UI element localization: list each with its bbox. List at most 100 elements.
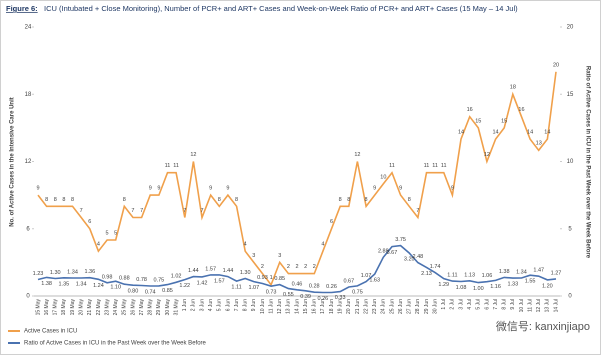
data-label: 8 [71, 197, 74, 203]
data-label: 0.98 [102, 274, 113, 280]
data-label: 1.10 [110, 285, 121, 291]
y-axis-title: No. of Active Cases in the Intensive Car… [10, 97, 16, 226]
x-tick-label: 2 Jul [450, 299, 456, 310]
data-label: 8 [347, 197, 350, 203]
data-label: 3.75 [395, 237, 406, 243]
x-tick-label: 24 May [113, 299, 119, 316]
data-label: 9 [451, 186, 454, 192]
data-label: 15 [475, 118, 481, 124]
data-label: 0.85 [274, 276, 285, 282]
series-line [37, 244, 557, 294]
data-label: 2 [287, 264, 290, 270]
data-label: 3.20 [404, 256, 415, 262]
data-label: 6 [88, 219, 91, 225]
watermark: 微信号: kanxinjiapo [496, 319, 590, 333]
data-label: 9 [149, 186, 152, 192]
y2-tick-label: 5 [568, 226, 572, 232]
x-tick-label: 1 Jun [182, 299, 188, 311]
x-tick-label: 29 May [156, 299, 162, 316]
x-tick-label: 16 Jun [312, 299, 318, 314]
data-label: 1.63 [369, 278, 380, 284]
data-label: 2.48 [413, 254, 424, 260]
data-label: 0.26 [326, 284, 337, 290]
y2-tick-label: 20 [567, 25, 574, 31]
data-label: 0.75 [154, 277, 165, 283]
y-tick-label: 12 [25, 159, 32, 165]
x-tick-label: 27 Jun [407, 299, 413, 314]
data-label: 0.93 [257, 275, 268, 281]
x-tick-label: 13 Jul [545, 299, 551, 312]
y-tick-label: 0 [26, 294, 30, 300]
data-label: 2.88 [378, 249, 389, 255]
data-label: 1.27 [551, 270, 562, 276]
x-tick-label: 15 May [35, 299, 41, 316]
data-label: 4 [97, 242, 100, 248]
x-tick-label: 21 Jun [355, 299, 361, 314]
data-label: 20 [553, 62, 559, 68]
data-label: 1.74 [430, 264, 441, 270]
data-label: 1.44 [188, 268, 199, 274]
data-label: 4 [244, 242, 247, 248]
data-label: 13 [536, 141, 542, 147]
data-label: 8 [54, 197, 57, 203]
data-label: 7 [201, 208, 204, 214]
x-tick-label: 2 Jun [191, 299, 197, 311]
data-label: 1.07 [248, 285, 259, 291]
data-label: 0.26 [318, 296, 329, 302]
data-label: 1.22 [179, 283, 190, 289]
data-label: 1.34 [76, 281, 87, 287]
data-label: 1.34 [516, 269, 527, 275]
x-tick-label: 8 Jul [502, 299, 508, 310]
data-label: 1.00 [473, 286, 484, 292]
data-label: 1.38 [41, 281, 52, 287]
data-label: 14 [527, 130, 533, 136]
x-tick-label: 20 Jun [346, 299, 352, 314]
x-tick-label: 23 Jun [372, 299, 378, 314]
data-label: 12 [484, 152, 490, 158]
data-label: 14 [458, 130, 464, 136]
x-tick-label: 17 May [53, 299, 59, 316]
data-label: 0.80 [128, 289, 139, 295]
data-label: 7 [416, 208, 419, 214]
data-label: 2 [313, 264, 316, 270]
data-label: 2 [261, 264, 264, 270]
x-tick-label: 24 Jun [381, 299, 387, 314]
data-label: 8 [408, 197, 411, 203]
x-tick-label: 11 Jul [527, 299, 533, 312]
series-line [37, 71, 557, 287]
x-tick-label: 8 Jun [243, 299, 249, 311]
data-label: 12 [354, 152, 360, 158]
data-label: 0.85 [162, 288, 173, 294]
x-tick-label: 20 May [78, 299, 84, 316]
data-label: 11 [424, 163, 430, 169]
data-label: 1.44 [223, 268, 234, 274]
data-label: 0.39 [300, 294, 311, 300]
data-label: 3.67 [387, 250, 398, 256]
data-label: 0.78 [136, 277, 147, 283]
chart-title: ICU (Intubated + Close Monitoring), Numb… [44, 4, 518, 13]
figure-label: Figure 6: [6, 4, 38, 13]
x-tick-label: 5 Jul [476, 299, 482, 310]
data-label: 11 [173, 163, 179, 169]
data-label: 0.67 [343, 278, 354, 284]
x-tick-label: 5 Jun [217, 299, 223, 311]
data-label: 1.35 [59, 281, 70, 287]
data-label: 7 [183, 208, 186, 214]
x-tick-label: 4 Jun [208, 299, 214, 311]
data-label: 0.33 [335, 295, 346, 301]
x-tick-label: 25 May [122, 299, 128, 316]
data-label: 1.08 [456, 285, 467, 291]
data-label: 0.74 [145, 290, 156, 296]
x-tick-label: 4 Jul [467, 299, 473, 310]
x-tick-label: 3 Jun [199, 299, 205, 311]
x-tick-label: 22 May [96, 299, 102, 316]
data-label: 0.28 [309, 284, 320, 290]
data-label: 1.11 [447, 273, 457, 279]
x-tick-label: 18 May [61, 299, 67, 316]
x-tick-label: 27 May [139, 299, 145, 316]
data-label: 14 [493, 130, 499, 136]
x-tick-label: 12 Jul [536, 299, 542, 312]
x-tick-label: 26 Jun [398, 299, 404, 314]
data-label: 1.57 [205, 266, 216, 272]
